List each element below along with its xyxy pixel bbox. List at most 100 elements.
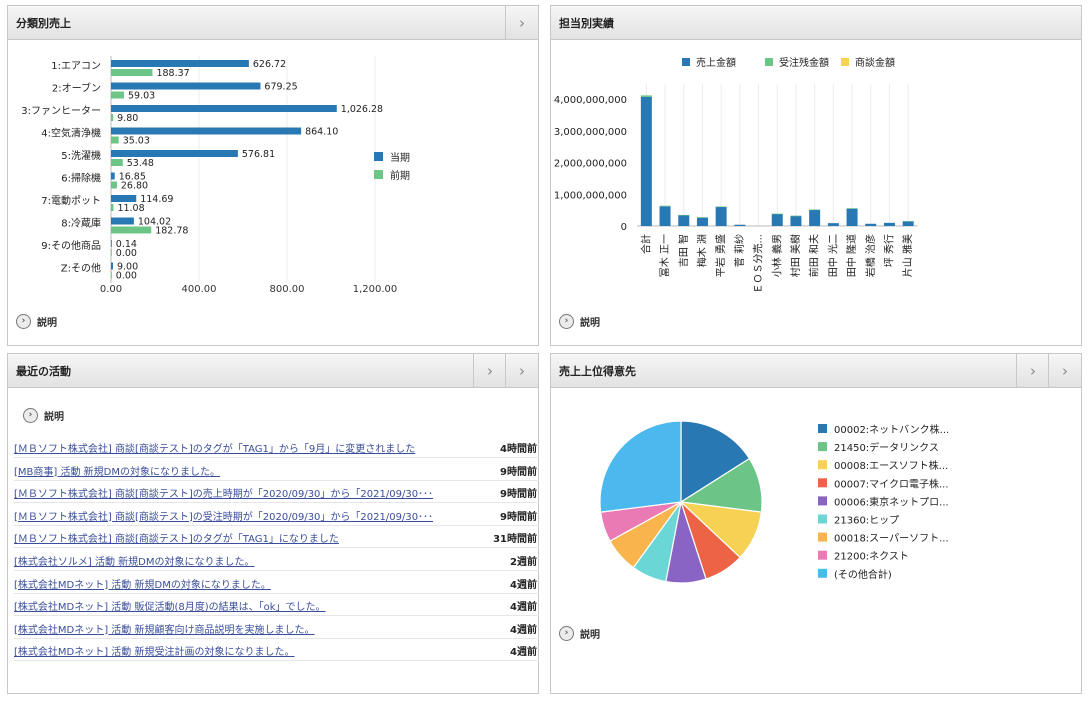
legend-label: 00008:エースソフト株...: [834, 459, 948, 472]
bar: [111, 195, 137, 202]
bar: [111, 249, 112, 256]
bar: [111, 136, 119, 144]
x-category-label: 田中 光二: [826, 234, 839, 277]
chevron-right-icon[interactable]: ›: [1016, 354, 1049, 387]
explain-button[interactable]: › 説明: [16, 314, 57, 329]
bar: [640, 96, 652, 226]
activity-row: [株式会社MDネット] 活動 販促活動(8月度)の結果は、「ok」でした。 4週前: [14, 594, 539, 617]
bar: [111, 226, 152, 234]
chevron-right-icon[interactable]: ›: [1048, 354, 1081, 387]
data-label: 188.37: [156, 68, 189, 79]
legend-label: 00018:スーパーソフト...: [834, 533, 949, 545]
panel-header: 最近の活動 › ›: [8, 354, 538, 388]
data-label: 53.48: [127, 158, 154, 169]
activity-link[interactable]: [MB商事] 活動 新規DMの対象になりました。: [14, 466, 220, 478]
data-label: 11.08: [117, 203, 144, 214]
x-category-label: 片山 雅美: [901, 234, 914, 277]
pie-slice: [599, 420, 682, 513]
bar: [111, 127, 302, 135]
activity-link[interactable]: [ＭＢソフト株式会社] 商談[商談テスト]のタグが「TAG1」になりました: [14, 534, 339, 546]
activity-link[interactable]: [ＭＢソフト株式会社] 商談[商談テスト]のタグが「TAG1」から「9月」に変更…: [14, 444, 416, 455]
top-customers-pie: 00002:ネットバンク株... 21450:データリンクス 00008:エースソフ…: [599, 420, 949, 584]
y-category-label: 7:電動ポット: [41, 194, 101, 207]
activity-link[interactable]: [ＭＢソフト株式会社] 商談[商談テスト]の売上時期が「2020/09/30」か…: [14, 489, 434, 501]
bar: [659, 205, 671, 207]
data-label: 182.78: [155, 226, 188, 237]
activity-link[interactable]: [ＭＢソフト株式会社] 商談[商談テスト]の受注時期が「2020/09/30」か…: [14, 511, 434, 523]
explain-button[interactable]: › 説明: [23, 408, 64, 423]
legend-label: 21450:データリンクス: [834, 441, 939, 454]
x-tick-label: 800.00: [270, 284, 305, 295]
y-category-label: 3:ファンヒーター: [21, 105, 101, 117]
panel-title: 売上上位得意先: [559, 365, 636, 378]
chevron-right-icon[interactable]: ›: [505, 6, 538, 39]
data-label: 576.81: [242, 149, 275, 160]
activity-time: 4時間前: [500, 444, 537, 455]
category-sales-chart: 0.00 400.00 800.00 1,200.00 1:エアコン 626.72 188.…: [21, 56, 410, 295]
legend-label: 00007:マイクロ電子株...: [834, 477, 949, 490]
legend-label: 受注残金額: [779, 56, 829, 69]
y-category-label: 8:冷蔵庫: [61, 217, 101, 230]
bar: [111, 172, 115, 180]
activity-link[interactable]: [株式会社MDネット] 活動 新規顧客向け商品説明を実施しました。: [14, 624, 315, 636]
bar: [771, 213, 783, 226]
legend-swatch: [841, 58, 849, 66]
y-tick-label: 4,000,000,000: [554, 95, 627, 106]
panel-sales-by-category: 分類別売上 › 0.00 400.00 800.00 1,200.00 1:エアコン 62…: [7, 5, 539, 346]
y-tick-label: 1,000,000,000: [554, 190, 627, 201]
explain-button[interactable]: › 説明: [559, 626, 600, 641]
explain-button[interactable]: › 説明: [559, 314, 600, 329]
x-category-label: 合計: [639, 234, 652, 254]
pie-slice: [680, 420, 751, 504]
chevron-right-icon[interactable]: ›: [473, 354, 506, 387]
y-category-label: 2:オーブン: [52, 82, 101, 95]
panel-header: 売上上位得意先 › ›: [551, 354, 1081, 388]
legend-swatch: [374, 152, 383, 161]
bar: [111, 150, 238, 157]
data-label: 679.25: [264, 82, 297, 93]
activity-row: [株式会社MDネット] 活動 新規DMの対象になりました。 4週前: [14, 572, 539, 594]
chevron-right-icon[interactable]: ›: [505, 354, 538, 387]
data-label: 9.00: [117, 262, 138, 273]
bar: [678, 214, 690, 216]
explain-label: 説明: [37, 318, 57, 329]
activity-row: [株式会社ソルメ] 活動 新規DMの対象になりました。 2週前: [14, 549, 539, 571]
explain-label: 説明: [580, 318, 600, 329]
activity-time: 4週前: [510, 579, 537, 591]
panel-title: 担当別実績: [559, 17, 614, 30]
bar: [902, 221, 914, 222]
bar: [715, 206, 727, 208]
activity-time: 31時間前: [493, 534, 537, 546]
bar: [111, 271, 112, 279]
x-tick-label: 0.00: [100, 284, 122, 295]
bar: [111, 105, 337, 112]
x-category-label: 村田 美樹: [789, 234, 802, 277]
bar: [696, 217, 708, 226]
bar: [659, 206, 671, 226]
bar: [111, 114, 114, 121]
y-category-label: 5:洗濯機: [61, 149, 101, 162]
bar: [846, 208, 858, 226]
legend-swatch: [818, 514, 827, 524]
activity-link[interactable]: [株式会社MDネット] 活動 販促活動(8月度)の結果は、「ok」でした。: [14, 602, 326, 614]
bar: [678, 215, 690, 226]
activity-row: [ＭＢソフト株式会社] 商談[商談テスト]のタグが「TAG1」から「9月」に変更…: [14, 436, 539, 458]
data-label: 0.00: [116, 248, 137, 259]
data-label: 1,026.28: [341, 104, 383, 115]
x-category-label: 冨木 正一: [659, 234, 671, 277]
activity-row: [ＭＢソフト株式会社] 商談[商談テスト]の受注時期が「2020/09/30」か…: [14, 504, 539, 526]
data-label: 0.14: [116, 239, 137, 250]
activity-link[interactable]: [株式会社ソルメ] 活動 新規DMの対象になりました。: [14, 557, 255, 568]
legend-swatch: [818, 460, 827, 470]
bar: [846, 208, 858, 209]
bar: [111, 240, 112, 247]
y-category-label: 6:掃除機: [61, 172, 101, 185]
explain-label: 説明: [44, 412, 64, 423]
data-label: 104.02: [138, 217, 171, 228]
activity-link[interactable]: [株式会社MDネット] 活動 新規DMの対象になりました。: [14, 579, 271, 591]
data-label: 35.03: [123, 136, 150, 147]
activity-link[interactable]: [株式会社MDネット] 活動 新規受注計画の対象になりました。: [14, 647, 295, 659]
x-category-label: 菅 莉紗: [734, 234, 746, 267]
chevron-circle-icon: ›: [16, 314, 31, 329]
legend-swatch: [818, 568, 827, 578]
